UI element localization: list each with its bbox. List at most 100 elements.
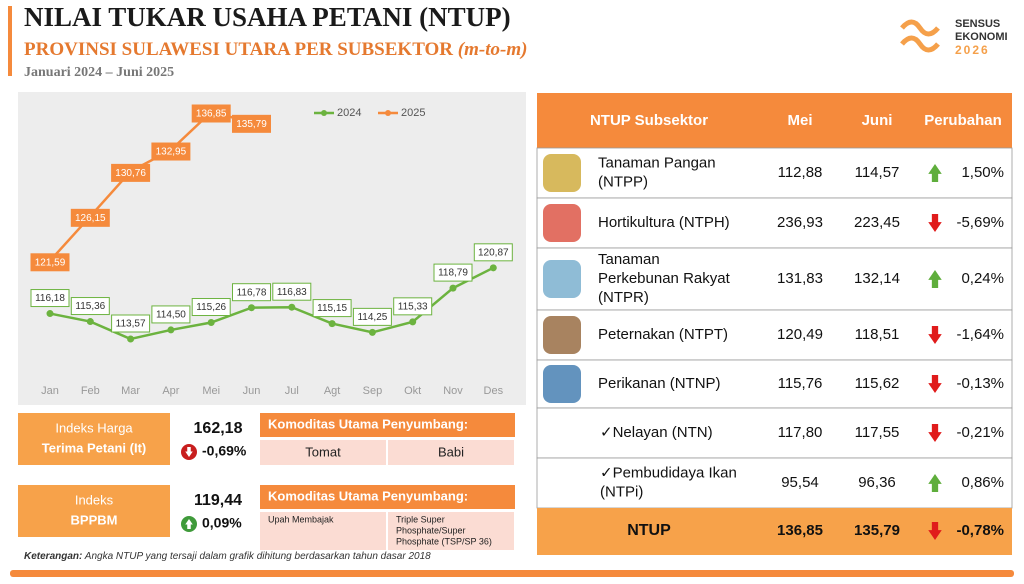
logo-text: 2026 bbox=[955, 43, 990, 57]
x-tick-label: Nov bbox=[443, 385, 463, 397]
table-header bbox=[537, 93, 1012, 148]
accent-bar bbox=[8, 6, 12, 76]
data-label: 135,79 bbox=[236, 119, 267, 130]
data-label-box bbox=[473, 243, 513, 262]
logo-mark bbox=[900, 19, 940, 53]
subtitle-main: PROVINSI SULAWESI UTARA PER SUBSEKTOR bbox=[24, 39, 453, 60]
commodity: Phosphate/Super bbox=[396, 525, 466, 535]
data-label: 116,18 bbox=[35, 293, 65, 304]
value-mei: 131,83 bbox=[777, 270, 823, 287]
data-label: 121,59 bbox=[35, 257, 66, 268]
data-point bbox=[248, 304, 255, 312]
subsector-name: Tanaman bbox=[598, 251, 660, 268]
column-header: Mei bbox=[787, 112, 812, 129]
x-tick-label: Agt bbox=[324, 385, 341, 397]
legend-dot bbox=[385, 110, 391, 116]
change-arrow bbox=[928, 424, 942, 442]
data-label: 118,79 bbox=[438, 268, 468, 279]
data-point bbox=[167, 326, 175, 334]
panel-label-box bbox=[18, 485, 170, 537]
change-arrow bbox=[928, 522, 942, 540]
change-arrow bbox=[928, 326, 942, 344]
x-tick-label: Jul bbox=[285, 385, 299, 397]
commodity: Tomat bbox=[305, 444, 341, 459]
change-arrow bbox=[928, 474, 942, 492]
data-label-box bbox=[272, 282, 312, 301]
x-tick-label: Mei bbox=[202, 385, 220, 397]
panel-change: 0,09% bbox=[202, 515, 242, 531]
data-point bbox=[409, 318, 417, 326]
footnote: Keterangan: Angka NTUP yang tersaji dala… bbox=[24, 551, 431, 562]
data-label-box bbox=[232, 283, 271, 302]
data-point bbox=[127, 335, 135, 343]
panel-label: Terima Petani (It) bbox=[42, 440, 147, 455]
logo-text: EKONOMI bbox=[955, 31, 1008, 43]
value-mei: 117,80 bbox=[778, 424, 823, 441]
data-label: 114,25 bbox=[357, 312, 387, 323]
subsector-name: Peternakan (NTPT) bbox=[598, 326, 728, 343]
series-line bbox=[49, 266, 494, 341]
data-label: 136,85 bbox=[196, 109, 227, 120]
x-tick-label: Apr bbox=[162, 385, 179, 397]
bottom-bar bbox=[10, 570, 1014, 577]
change-arrow bbox=[928, 214, 942, 232]
panel-value: 162,18 bbox=[194, 420, 243, 437]
footnote-text: Angka NTUP yang tersaji dalam grafik dih… bbox=[84, 551, 431, 562]
commodity: Upah Membajak bbox=[268, 514, 334, 524]
value-mei: 115,76 bbox=[778, 375, 823, 392]
subsector-name: Hortikultura (NTPH) bbox=[598, 214, 730, 231]
column-header: Perubahan bbox=[924, 112, 1002, 129]
index-panels: Indeks Harga Terima Petani (It) 162,18 -0,6… bbox=[18, 413, 515, 550]
change-arrow bbox=[928, 375, 942, 393]
commodity-header bbox=[260, 413, 515, 437]
data-label-box bbox=[70, 297, 110, 316]
commodity-cell bbox=[260, 440, 386, 465]
x-tick-label: Jan bbox=[41, 385, 59, 397]
change-icon-arrow bbox=[185, 447, 193, 457]
table: NTUP Subsektor Mei Juni Perubahan Tanaman Pa… bbox=[536, 93, 1013, 555]
panel-value: 119,44 bbox=[194, 492, 242, 509]
data-label: 126,15 bbox=[75, 213, 106, 224]
data-label-box bbox=[30, 253, 70, 272]
change: -1,64% bbox=[956, 326, 1004, 343]
title: NILAI TUKAR USAHA PETANI (NTUP) bbox=[24, 2, 511, 32]
data-label: 116,78 bbox=[237, 287, 267, 298]
legend-label: 2025 bbox=[401, 107, 425, 119]
value-juni: 132,14 bbox=[854, 270, 900, 287]
legend-dot bbox=[321, 110, 327, 116]
data-label: 114,50 bbox=[156, 310, 186, 321]
x-tick-label: Jun bbox=[243, 385, 261, 397]
data-point bbox=[328, 320, 336, 328]
total-juni: 135,79 bbox=[854, 522, 900, 539]
change: 0,86% bbox=[961, 474, 1004, 491]
x-tick-label: Sep bbox=[363, 385, 383, 397]
data-label-box bbox=[30, 289, 70, 308]
row-icon bbox=[543, 260, 581, 298]
commodity-cell bbox=[388, 440, 514, 465]
subsector-name: ✓Nelayan (NTN) bbox=[600, 424, 713, 441]
logo: SENSUS EKONOMI 2026 bbox=[900, 18, 1008, 57]
footnote-label: Keterangan: bbox=[24, 551, 82, 562]
change: 1,50% bbox=[961, 164, 1004, 181]
total-name: NTUP bbox=[627, 522, 671, 539]
commodity: Phosphate (TSP/SP 36) bbox=[396, 536, 492, 546]
change-arrow bbox=[928, 270, 942, 288]
x-tick-label: Feb bbox=[81, 385, 100, 397]
data-label-box bbox=[151, 305, 191, 324]
panel-label: BPPBM bbox=[71, 512, 118, 527]
subtitle-note: (m-to-m) bbox=[458, 39, 528, 60]
data-label-box bbox=[312, 299, 352, 318]
x-tick-label: Des bbox=[484, 385, 504, 397]
subsector-name: (NTPi) bbox=[600, 483, 643, 500]
subsector-name: (NTPR) bbox=[598, 289, 649, 306]
panel-label: Indeks Harga bbox=[55, 420, 133, 435]
total-mei: 136,85 bbox=[777, 522, 823, 539]
data-point bbox=[86, 318, 94, 326]
value-mei: 120,49 bbox=[777, 326, 823, 343]
subtitle: PROVINSI SULAWESI UTARA PER SUBSEKTOR (m… bbox=[24, 39, 527, 60]
data-label: 120,87 bbox=[478, 247, 509, 258]
data-label-box bbox=[352, 307, 392, 326]
data-label: 115,15 bbox=[317, 303, 347, 314]
commodity-title: Komoditas Utama Penyumbang: bbox=[268, 416, 468, 431]
value-juni: 114,57 bbox=[855, 164, 900, 181]
